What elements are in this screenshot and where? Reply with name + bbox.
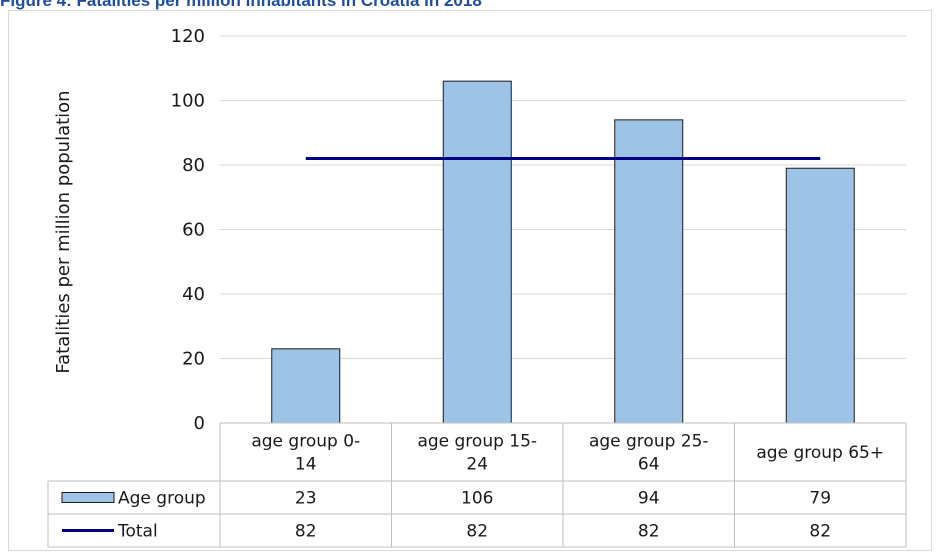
category-label: age group 15-: [417, 432, 537, 452]
data-label: 23: [295, 489, 317, 509]
y-tick-label: 40: [182, 284, 205, 305]
y-tick-label: 100: [171, 91, 205, 112]
chart-frame: [8, 10, 932, 551]
category-label: age group 25-: [589, 432, 709, 452]
legend-swatch-bar: [61, 492, 115, 503]
y-tick-label: 120: [171, 26, 205, 47]
data-label: 82: [638, 522, 660, 542]
y-tick-labels: 0 20 40 60 80 100 120: [171, 26, 205, 434]
bar: [271, 348, 341, 424]
legend-label: Total: [117, 522, 158, 542]
data-label: 82: [809, 522, 831, 542]
legend-label: Age group: [118, 489, 206, 509]
category-label: age group 65+: [756, 443, 884, 463]
y-tick-label: 80: [182, 155, 205, 176]
category-label: 64: [638, 455, 660, 475]
bar: [442, 80, 512, 424]
data-label: 106: [461, 489, 493, 509]
data-label: 82: [466, 522, 488, 542]
bar: [614, 119, 684, 424]
y-tick-label: 20: [182, 349, 205, 370]
category-label: age group 0-: [251, 432, 360, 452]
data-table: age group 0- 14 age group 15- 24 age group 2…: [47, 422, 907, 548]
bar: [785, 167, 855, 424]
y-axis-label: Fatalities per million population: [53, 90, 74, 373]
data-label: 94: [638, 489, 660, 509]
data-label: 79: [809, 489, 831, 509]
y-tick-label: 60: [182, 220, 205, 241]
category-label: 14: [295, 455, 317, 475]
category-label: 24: [466, 455, 488, 475]
y-tick-label: 0: [194, 413, 205, 434]
data-label: 82: [295, 522, 317, 542]
figure-title: Figure 4: Fatalities per million inhabit…: [0, 0, 482, 10]
bars: [271, 80, 855, 424]
